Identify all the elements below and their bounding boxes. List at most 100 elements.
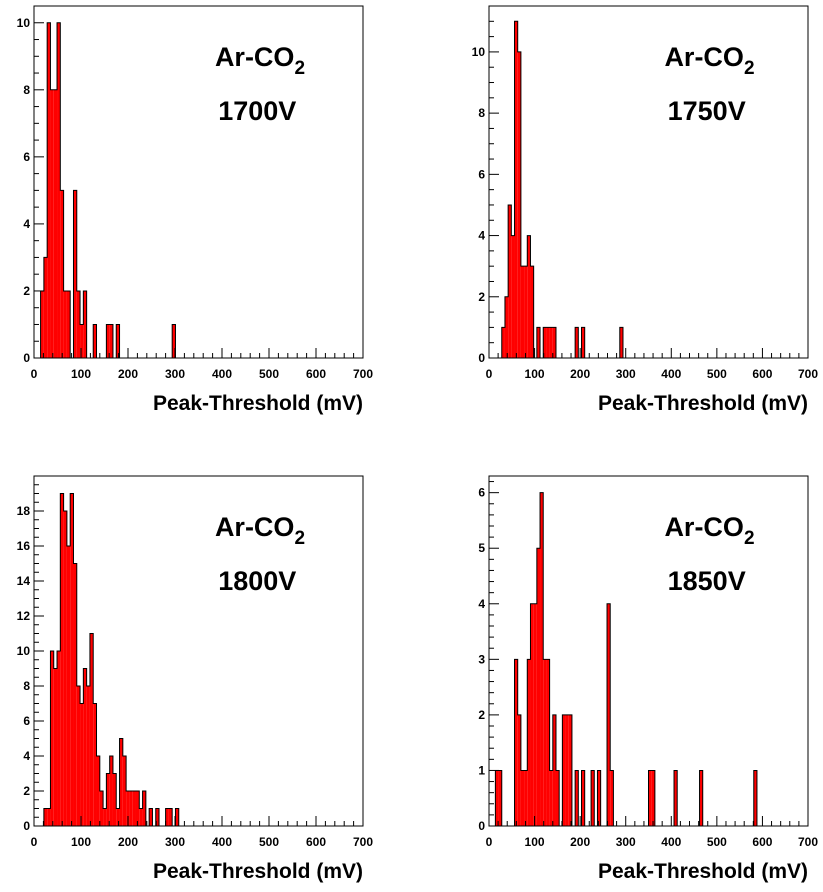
histogram-bar <box>175 808 179 826</box>
histogram-bar <box>50 89 54 358</box>
histogram-bar <box>498 770 502 826</box>
histogram-bar <box>103 808 107 826</box>
voltage-label: 1850V <box>668 566 746 596</box>
histogram-bar <box>43 257 48 358</box>
x-tick-label: 300 <box>616 367 636 381</box>
histogram-outline <box>40 22 176 358</box>
histogram-bar <box>565 714 569 826</box>
histogram-bar <box>93 703 97 826</box>
x-tick-label: 600 <box>752 367 772 381</box>
x-tick-label: 500 <box>259 835 279 849</box>
y-tick-label: 0 <box>478 351 485 365</box>
y-tick-label: 12 <box>17 609 31 623</box>
x-tick-label: 700 <box>353 367 373 381</box>
y-tick-label: 16 <box>17 539 31 553</box>
histogram-outline <box>501 20 624 358</box>
histogram-bar <box>514 659 518 826</box>
histogram-bar <box>106 773 110 826</box>
histogram-bar <box>66 290 71 358</box>
histogram-bar <box>540 492 544 826</box>
voltage-label: 1700V <box>218 96 296 126</box>
histogram-bar <box>149 808 153 826</box>
histogram-bar <box>73 190 77 358</box>
histogram-bar <box>536 548 541 826</box>
histogram-bar <box>129 791 133 826</box>
histogram-bar <box>527 235 531 358</box>
histogram-bar <box>753 770 757 826</box>
gas-mixture-label: Ar-CO2 <box>215 42 305 79</box>
x-axis-title: Peak-Threshold (mV) <box>598 860 808 883</box>
x-tick-label: 400 <box>661 367 681 381</box>
histogram-bar <box>139 808 143 826</box>
histogram-bar <box>80 703 84 826</box>
histogram-bar <box>555 770 560 826</box>
x-tick-label: 0 <box>486 835 493 849</box>
histogram-bar <box>610 770 614 826</box>
histogram-bar <box>168 808 173 826</box>
y-tick-label: 10 <box>472 45 486 59</box>
histogram-bar <box>135 791 140 826</box>
x-tick-label: 200 <box>118 835 138 849</box>
histogram-bar <box>63 511 67 826</box>
x-tick-label: 700 <box>798 367 818 381</box>
plot-frame <box>33 5 364 359</box>
y-tick-label: 4 <box>478 597 485 611</box>
histogram-bar <box>591 770 595 826</box>
x-tick-label: 500 <box>707 835 727 849</box>
gas-mixture-label: Ar-CO2 <box>664 512 754 549</box>
histogram-bar <box>80 324 84 358</box>
histogram-bar <box>543 327 547 358</box>
y-tick-label: 8 <box>478 106 485 120</box>
x-tick-label: 0 <box>31 367 38 381</box>
histogram-bar <box>112 773 117 826</box>
histogram-bar <box>116 808 120 826</box>
histogram-bar <box>53 89 58 358</box>
y-tick-label: 0 <box>23 819 30 833</box>
x-tick-label: 600 <box>752 835 772 849</box>
histogram-bar <box>607 603 611 826</box>
histogram-bar <box>96 756 100 826</box>
histogram-bar <box>132 791 136 826</box>
histogram-bar <box>126 791 130 826</box>
histogram-bar <box>70 493 74 826</box>
histogram-bar <box>533 603 537 826</box>
histogram-bar <box>562 714 566 826</box>
histogram-bar <box>527 659 531 826</box>
x-tick-label: 100 <box>525 835 545 849</box>
x-tick-label: 100 <box>525 367 545 381</box>
x-tick-label: 200 <box>570 367 590 381</box>
histogram-bar <box>517 51 521 358</box>
x-tick-label: 400 <box>212 367 232 381</box>
histogram-bar <box>165 808 169 826</box>
y-tick-label: 10 <box>17 644 31 658</box>
histogram-bar <box>172 324 176 358</box>
histogram-bar <box>520 770 525 826</box>
histogram-bar <box>508 204 512 358</box>
x-tick-label: 200 <box>570 835 590 849</box>
y-tick-label: 4 <box>23 749 30 763</box>
histogram-bar <box>536 327 541 358</box>
y-tick-label: 2 <box>478 290 485 304</box>
x-axis-title: Peak-Threshold (mV) <box>153 392 363 415</box>
x-tick-label: 100 <box>71 835 91 849</box>
y-tick-label: 10 <box>17 16 31 30</box>
histogram-bar <box>86 686 90 826</box>
histogram-bar <box>546 327 550 358</box>
histogram-outline <box>43 493 180 826</box>
y-tick-label: 6 <box>478 167 485 181</box>
histogram-bars <box>501 21 623 359</box>
histogram-panel-4: 0 100 200 300 400 500 600 700 0 1 2 3 4 5 6 Peak-Thresh… <box>478 475 818 883</box>
y-tick-label: 1 <box>478 763 485 777</box>
histogram-bar <box>116 324 120 358</box>
histogram-bar <box>619 327 623 358</box>
histogram-bar <box>530 603 534 826</box>
x-tick-label: 600 <box>306 835 326 849</box>
histogram-bar <box>109 324 113 358</box>
y-tick-label: 4 <box>23 217 30 231</box>
histogram-bar <box>552 327 556 358</box>
histogram-bar <box>495 770 499 826</box>
histogram-bar <box>581 770 585 826</box>
gas-mixture-label: Ar-CO2 <box>664 42 754 79</box>
y-tick-label: 8 <box>23 83 30 97</box>
